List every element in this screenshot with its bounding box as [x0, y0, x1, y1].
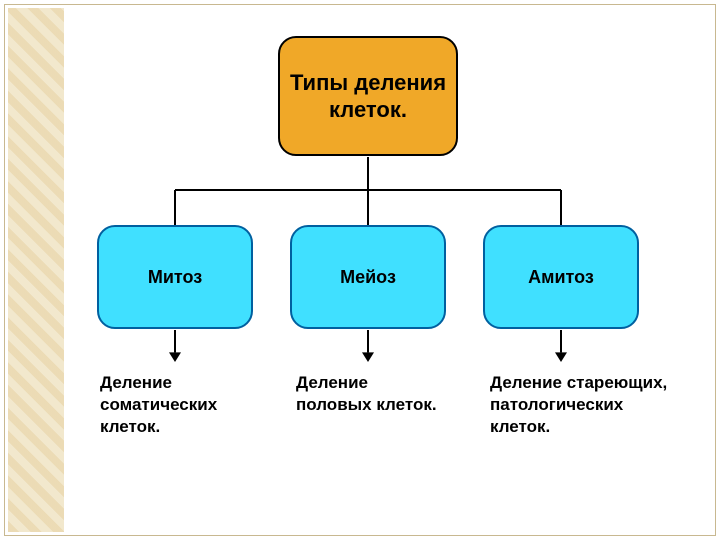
child-desc-2: Деление стареющих, патологических клеток… — [490, 372, 680, 438]
desc-text: Деление стареющих, патологических клеток… — [490, 373, 667, 436]
child-label: Митоз — [148, 267, 202, 288]
desc-text: Деление половых клеток. — [296, 373, 437, 414]
child-label: Мейоз — [340, 267, 396, 288]
child-label: Амитоз — [528, 267, 594, 288]
child-desc-1: Деление половых клеток. — [296, 372, 446, 416]
desc-text: Деление соматических клеток. — [100, 373, 217, 436]
root-label: Типы деления клеток. — [280, 69, 456, 124]
root-node: Типы деления клеток. — [278, 36, 458, 156]
child-desc-0: Деление соматических клеток. — [100, 372, 270, 438]
child-node-1: Мейоз — [290, 225, 446, 329]
child-node-0: Митоз — [97, 225, 253, 329]
tree-diagram: Типы деления клеток. Митоз Мейоз Амитоз … — [0, 0, 720, 540]
child-node-2: Амитоз — [483, 225, 639, 329]
